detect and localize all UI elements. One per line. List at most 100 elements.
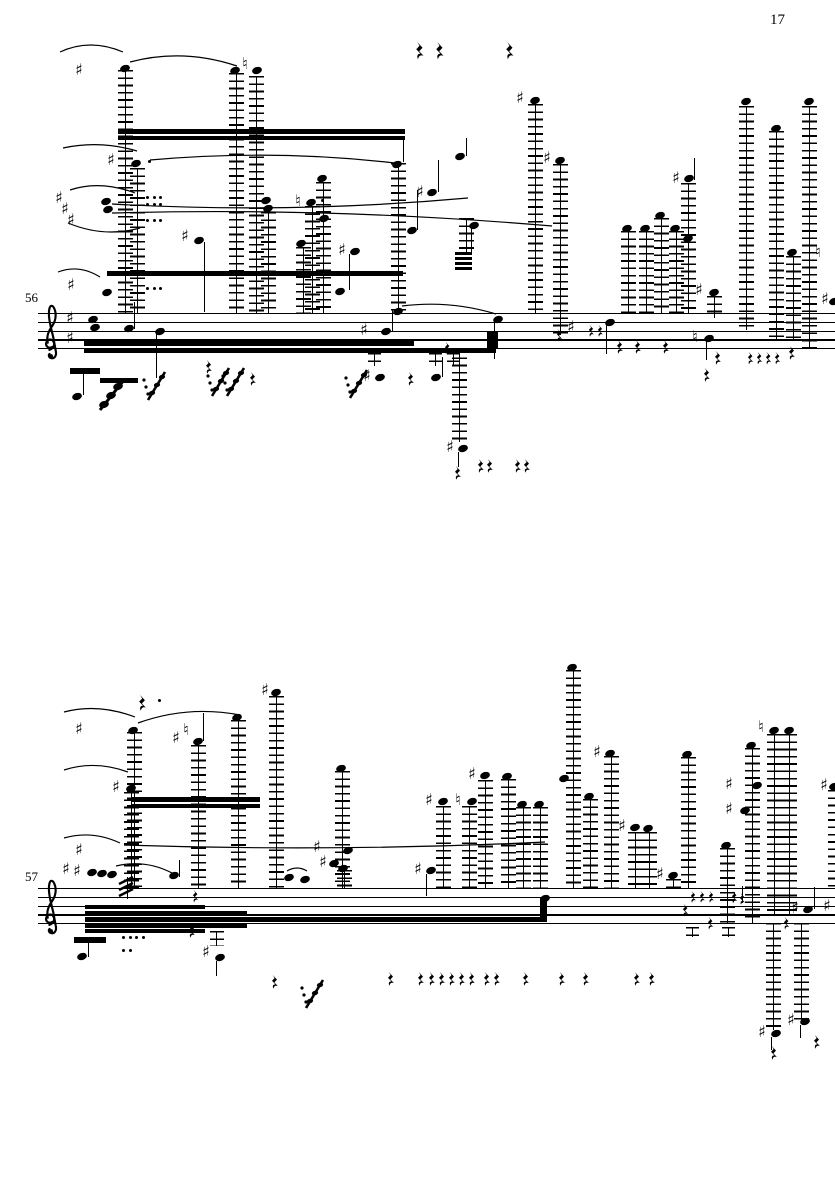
beam (455, 252, 472, 255)
grace-notehead (222, 370, 230, 376)
quarter-rest (524, 459, 530, 473)
articulation-dot (159, 287, 163, 291)
staff-line (38, 905, 835, 907)
quarter-rest (487, 459, 493, 473)
grace-notehead (316, 982, 324, 988)
quarter-rest (814, 1035, 820, 1049)
measure-number-system-2: 57 (25, 869, 38, 884)
quarter-rest (617, 340, 623, 354)
treble-clef-dot (49, 354, 53, 359)
articulation-dot (159, 203, 163, 207)
quarter-rest (139, 695, 146, 711)
ledger-line-column (229, 73, 244, 313)
beam (70, 368, 100, 374)
grace-notehead (237, 370, 245, 376)
grace-dot (302, 993, 306, 997)
sharp-accidental: ♯ (543, 148, 551, 167)
ledger-line-column (516, 807, 531, 888)
grace-dot (206, 374, 210, 378)
sharp-accidental: ♯ (75, 60, 83, 79)
note-stem (127, 877, 129, 899)
ledger-line-column (261, 212, 276, 313)
grace-notehead (350, 388, 358, 394)
note-stem (179, 860, 181, 877)
ledger-line-column (722, 927, 735, 937)
quarter-rest (408, 372, 414, 386)
ledger-line-column (669, 231, 684, 313)
grace-dot (300, 986, 304, 990)
quarter-rest (494, 972, 500, 986)
quarter-rest (774, 352, 781, 365)
quarter-rest (272, 975, 278, 989)
grace-notehead (217, 378, 225, 384)
sharp-accidental: ♯ (656, 864, 664, 883)
notehead (96, 868, 108, 878)
quarter-rest (523, 972, 529, 986)
beam (132, 804, 260, 808)
ledger-line-column (666, 879, 681, 888)
ledger-line-column (654, 218, 669, 313)
quarter-rest (756, 352, 763, 365)
grace-note-run (221, 367, 246, 397)
slur (63, 707, 136, 718)
quarter-rest (439, 972, 445, 986)
slur (149, 154, 396, 164)
note-stem (694, 158, 696, 180)
quarter-rest (583, 972, 589, 986)
grace-notehead (355, 380, 363, 386)
natural-accidental: ♮ (758, 717, 764, 736)
beam (84, 348, 496, 353)
articulation-dot (146, 219, 150, 223)
grace-dot (348, 390, 352, 394)
quarter-rest (459, 972, 465, 986)
staff-line (38, 339, 835, 341)
measure-number-system-1: 56 (25, 290, 38, 305)
sharp-accidental: ♯ (787, 1010, 795, 1029)
staff-line (38, 330, 835, 332)
grace-dot (221, 374, 225, 378)
slur (111, 197, 469, 209)
slur (137, 710, 241, 724)
quarter-rest (682, 904, 689, 917)
quarter-rest (416, 42, 424, 60)
ledger-line-column (739, 106, 754, 330)
sharp-accidental: ♯ (425, 790, 433, 809)
grace-note-run (300, 979, 325, 1009)
articulation-dot (148, 160, 152, 164)
grace-notehead (158, 374, 166, 380)
quarter-rest (704, 368, 710, 382)
staff-line (38, 923, 835, 925)
articulation-dot (159, 196, 163, 200)
notehead (479, 770, 491, 780)
quarter-rest (634, 972, 640, 986)
ledger-line-column (429, 353, 442, 366)
notehead (466, 796, 478, 806)
quarter-rest (449, 972, 455, 986)
sharp-accidental: ♯ (672, 168, 680, 187)
articulation-dot (152, 203, 156, 207)
quarter-rest (715, 351, 721, 365)
sharp-accidental: ♯ (695, 280, 703, 299)
articulation-dot (135, 936, 139, 940)
note-stem (134, 302, 136, 329)
quarter-rest (478, 459, 484, 473)
quarter-rest (206, 360, 212, 374)
staff-line (38, 313, 835, 315)
beam (540, 898, 547, 917)
beam (85, 917, 547, 922)
note-stem (442, 357, 444, 377)
ledger-line-column (249, 76, 264, 313)
articulation-dot (159, 219, 163, 223)
articulation-dot (122, 936, 126, 940)
ledger-line-column (566, 670, 581, 888)
ledger-line-column (686, 927, 699, 937)
beam (85, 929, 205, 933)
page-number: 17 (770, 12, 785, 28)
sharp-accidental: ♯ (261, 680, 269, 699)
quarter-rest (418, 972, 424, 986)
note-stem (392, 310, 394, 331)
articulation-dot (122, 949, 126, 953)
ledger-line-column (533, 807, 548, 888)
quarter-rest (250, 372, 256, 386)
